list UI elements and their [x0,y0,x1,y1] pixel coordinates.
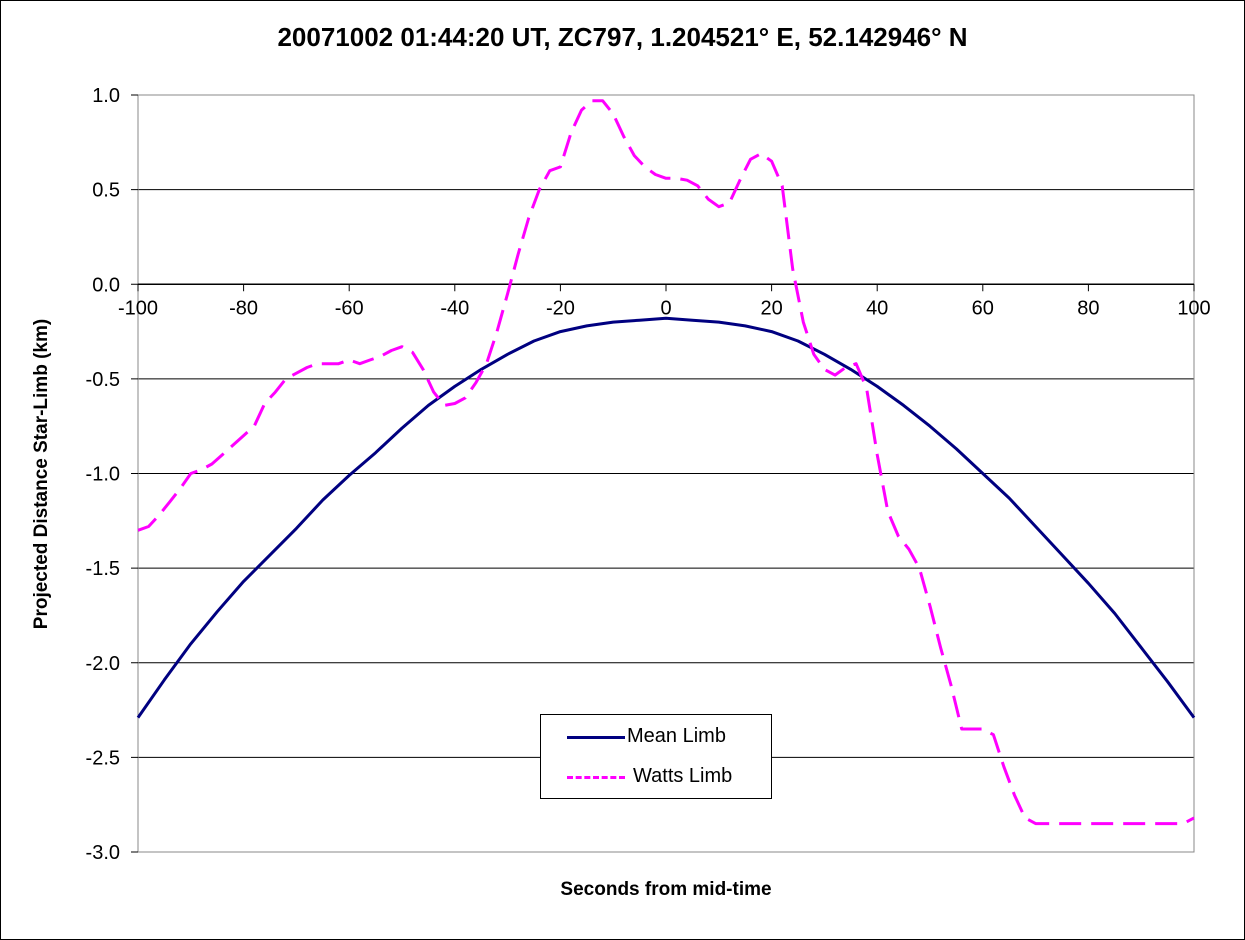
y-tick-label: -2.0 [86,653,120,675]
legend-swatch-watts-limb [567,776,625,779]
legend-label-watts-limb: Watts Limb [633,765,733,787]
x-tick-label: 100 [1177,297,1210,319]
series-lines [136,99,1196,826]
x-tick-label: 60 [972,297,994,319]
x-tick-label: -20 [546,297,575,319]
y-tick-label: 1.0 [92,85,120,107]
axis-ticks: 1.0 0.5 0.0 -0.5 -1.0 -1.5 -2.0 -2.5 -3.0 -100 -80… [86,85,1211,864]
y-tick-label: -0.5 [86,369,120,391]
series-line-mean-limb [136,316,1196,719]
x-tick-label: -40 [440,297,469,319]
legend-swatch-mean-limb [567,736,625,739]
x-tick-label: -60 [335,297,364,319]
legend-label-mean-limb: Mean Limb [627,725,726,747]
x-tick-label: 20 [760,297,782,319]
legend-item-watts-limb: Watts Limb [541,757,771,797]
y-tick-label: -1.0 [86,464,120,486]
y-tick-label: -2.5 [86,747,120,769]
x-tick-label: 40 [866,297,888,319]
series-line-watts-limb [137,99,1195,826]
x-tick-label: 80 [1077,297,1099,319]
y-tick-label: -3.0 [86,842,120,864]
y-tick-label: -1.5 [86,558,120,580]
x-tick-label: 0 [660,297,671,319]
legend-item-mean-limb: Mean Limb [541,717,771,757]
x-axis-label: Seconds from mid-time [560,879,772,900]
legend: Mean Limb Watts Limb [540,714,772,799]
y-tick-label: 0.5 [92,180,120,202]
chart-title: 20071002 01:44:20 UT, ZC797, 1.204521° E… [277,22,968,52]
x-tick-label: -100 [118,297,158,319]
y-axis-label: Projected Distance Star-Limb (km) [31,318,52,630]
x-tick-label: -80 [229,297,258,319]
y-tick-label: 0.0 [92,274,120,296]
